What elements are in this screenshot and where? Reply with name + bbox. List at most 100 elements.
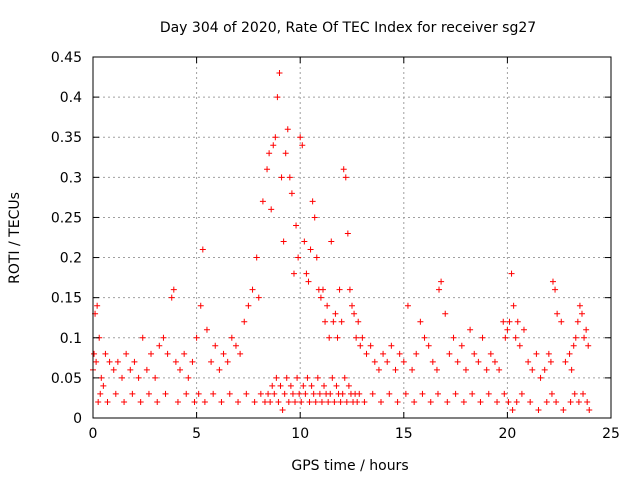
data-point	[305, 278, 312, 285]
data-point	[143, 366, 150, 373]
data-point	[333, 382, 340, 389]
data-point	[510, 302, 517, 309]
data-point	[181, 350, 188, 357]
data-point	[224, 358, 231, 365]
data-point	[454, 358, 461, 365]
data-point	[567, 398, 574, 405]
data-point	[535, 406, 542, 413]
data-point	[277, 382, 284, 389]
axis-ticks: 0 5 10 15 20 25 0 0.05 0.1 0.15 0.2 0.25 0.3 0.35 0.4 0…	[51, 50, 620, 442]
data-point	[446, 350, 453, 357]
data-point	[191, 398, 198, 405]
data-point	[427, 398, 434, 405]
data-point	[112, 390, 119, 397]
data-point	[378, 398, 385, 405]
data-point	[183, 390, 190, 397]
data-point	[210, 390, 217, 397]
data-point	[135, 374, 142, 381]
data-point	[409, 366, 416, 373]
data-point	[298, 398, 305, 405]
data-point	[303, 270, 310, 277]
grid-lines	[93, 57, 611, 418]
data-point	[177, 366, 184, 373]
data-point	[331, 398, 338, 405]
data-point	[100, 382, 107, 389]
data-point	[97, 390, 104, 397]
data-point	[343, 398, 350, 405]
y-tick-label: 0.2	[60, 251, 82, 267]
data-point	[346, 286, 353, 293]
x-tick-label: 20	[498, 426, 516, 442]
data-point	[216, 366, 223, 373]
data-point	[278, 174, 285, 181]
data-point	[304, 374, 311, 381]
data-point	[338, 318, 345, 325]
y-axis-label: ROTI / TECUs	[7, 192, 23, 284]
data-point	[586, 406, 593, 413]
data-point	[139, 334, 146, 341]
data-point	[266, 150, 273, 157]
data-point	[306, 398, 313, 405]
chart-title: Day 304 of 2020, Rate Of TEC Index for r…	[160, 20, 536, 36]
data-point	[462, 366, 469, 373]
data-point	[342, 174, 349, 181]
data-point	[367, 342, 374, 349]
data-point	[257, 390, 264, 397]
data-point	[199, 246, 206, 253]
data-point	[284, 126, 291, 133]
data-point	[232, 342, 239, 349]
data-point	[450, 334, 457, 341]
data-point	[417, 318, 424, 325]
data-point	[345, 382, 352, 389]
data-point	[94, 302, 101, 309]
data-point	[460, 398, 467, 405]
data-point	[355, 318, 362, 325]
data-point	[152, 374, 159, 381]
data-point	[289, 390, 296, 397]
data-point	[518, 390, 525, 397]
data-point	[562, 358, 569, 365]
data-point	[543, 398, 550, 405]
data-point	[212, 342, 219, 349]
data-point	[288, 190, 295, 197]
data-point	[357, 342, 364, 349]
data-point	[220, 350, 227, 357]
data-point	[541, 366, 548, 373]
data-point	[442, 310, 449, 317]
data-point	[334, 334, 341, 341]
data-point	[353, 334, 360, 341]
data-point	[313, 254, 320, 261]
data-points	[90, 70, 593, 413]
data-point	[123, 350, 130, 357]
data-point	[504, 326, 511, 333]
data-point	[487, 350, 494, 357]
data-point	[197, 302, 204, 309]
y-tick-label: 0.35	[51, 130, 82, 146]
x-tick-label: 10	[291, 426, 309, 442]
data-point	[354, 398, 361, 405]
data-point	[384, 358, 391, 365]
data-point	[509, 406, 516, 413]
y-tick-label: 0.25	[51, 210, 82, 226]
data-point	[145, 390, 152, 397]
data-point	[270, 142, 277, 149]
data-point	[400, 358, 407, 365]
data-point	[311, 214, 318, 221]
y-tick-label: 0.1	[60, 331, 82, 347]
data-point	[201, 398, 208, 405]
data-point	[336, 286, 343, 293]
data-point	[93, 358, 100, 365]
data-point	[572, 334, 579, 341]
plot-frame	[92, 56, 612, 419]
data-point	[575, 398, 582, 405]
data-point	[566, 350, 573, 357]
data-point	[110, 366, 117, 373]
data-point	[477, 398, 484, 405]
data-point	[326, 334, 333, 341]
data-point	[580, 390, 587, 397]
data-point	[280, 238, 287, 245]
data-point	[317, 294, 324, 301]
data-point	[547, 358, 554, 365]
data-point	[154, 398, 161, 405]
data-point	[527, 398, 534, 405]
